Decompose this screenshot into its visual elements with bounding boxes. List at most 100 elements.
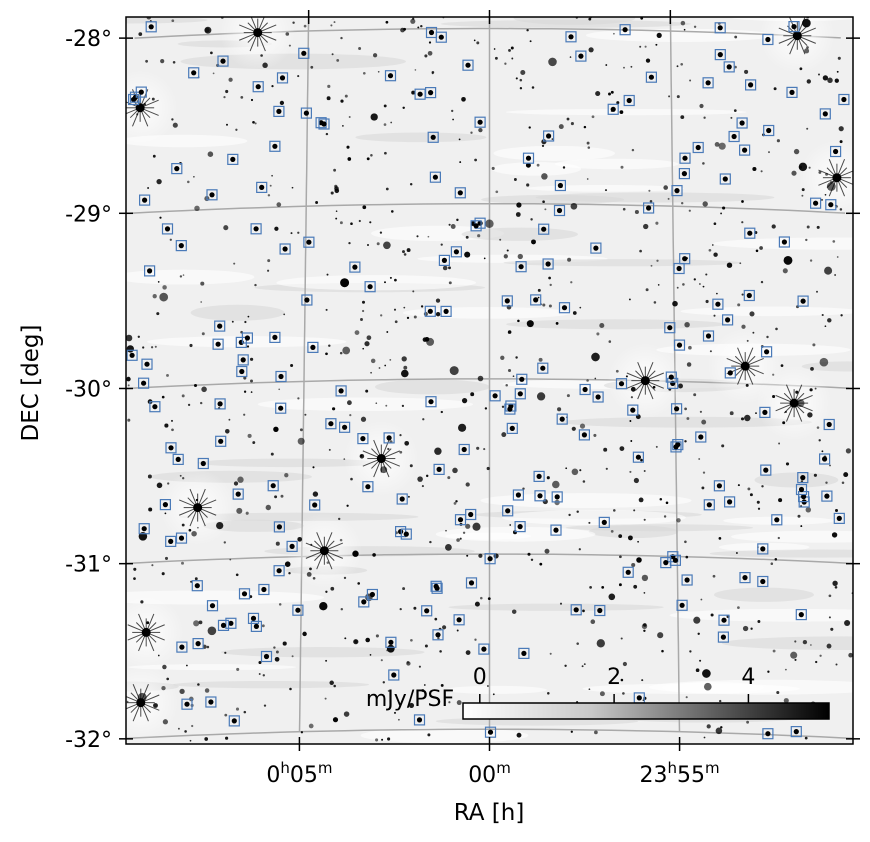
point-source bbox=[179, 275, 183, 278]
catalog-marker bbox=[786, 86, 798, 99]
ripple bbox=[535, 192, 775, 203]
point-source bbox=[339, 221, 343, 225]
catalog-marker bbox=[514, 388, 526, 400]
point-source bbox=[126, 376, 131, 382]
point-source bbox=[448, 266, 451, 270]
point-source bbox=[464, 251, 471, 258]
point-source bbox=[718, 142, 726, 150]
point-source bbox=[682, 283, 685, 286]
ripple bbox=[440, 19, 691, 28]
catalog-marker bbox=[421, 605, 433, 617]
point-source bbox=[445, 544, 452, 551]
point-source bbox=[837, 56, 841, 60]
point-source bbox=[783, 255, 793, 265]
point-source bbox=[546, 476, 550, 480]
point-source bbox=[254, 283, 257, 287]
point-source bbox=[579, 306, 582, 309]
point-source bbox=[389, 276, 392, 279]
point-source bbox=[250, 391, 253, 393]
ripple bbox=[180, 53, 406, 70]
point-source bbox=[240, 96, 244, 99]
point-source bbox=[278, 388, 281, 391]
point-source bbox=[541, 173, 548, 180]
point-source bbox=[473, 39, 476, 42]
point-source bbox=[710, 613, 714, 617]
catalog-marker bbox=[388, 669, 400, 681]
point-source bbox=[162, 664, 167, 670]
colorbar-tick-label: 2 bbox=[607, 665, 621, 690]
point-source bbox=[836, 70, 839, 73]
point-source bbox=[782, 268, 788, 274]
point-source bbox=[770, 562, 774, 565]
point-source bbox=[767, 670, 770, 673]
point-source bbox=[207, 626, 217, 636]
catalog-marker bbox=[425, 396, 437, 408]
point-source bbox=[507, 368, 512, 373]
point-source bbox=[409, 183, 413, 186]
catalog-marker bbox=[450, 246, 462, 258]
catalog-marker bbox=[723, 496, 736, 508]
dec-grid-line bbox=[130, 202, 846, 215]
point-source bbox=[291, 655, 294, 658]
point-source bbox=[452, 118, 454, 121]
catalog-marker bbox=[260, 650, 273, 663]
point-source bbox=[819, 654, 822, 657]
point-source bbox=[225, 736, 229, 740]
point-source bbox=[304, 413, 307, 416]
point-source bbox=[339, 351, 343, 355]
point-source bbox=[366, 157, 370, 161]
point-source bbox=[629, 420, 632, 422]
point-source bbox=[515, 212, 521, 217]
point-source bbox=[772, 373, 775, 376]
point-source bbox=[562, 166, 566, 169]
point-source bbox=[622, 207, 626, 211]
point-source bbox=[171, 118, 174, 121]
point-source bbox=[378, 367, 381, 369]
colorbar-tick-label: 4 bbox=[741, 665, 755, 690]
point-source bbox=[156, 178, 162, 185]
point-source bbox=[197, 683, 200, 686]
point-source bbox=[362, 205, 367, 210]
point-source bbox=[582, 480, 586, 483]
point-source bbox=[325, 590, 328, 593]
point-source bbox=[693, 25, 697, 28]
catalog-marker bbox=[269, 331, 281, 343]
point-source bbox=[235, 128, 238, 131]
catalog-marker bbox=[273, 521, 285, 533]
point-source bbox=[465, 235, 469, 239]
point-source bbox=[427, 733, 431, 737]
point-source bbox=[379, 231, 383, 234]
catalog-marker bbox=[512, 489, 525, 501]
point-source bbox=[778, 498, 783, 503]
bright-source bbox=[626, 361, 665, 400]
point-source bbox=[325, 659, 328, 662]
catalog-marker bbox=[702, 77, 714, 89]
point-source bbox=[231, 320, 234, 323]
catalog-marker bbox=[592, 391, 604, 403]
catalog-marker bbox=[578, 429, 591, 441]
point-source bbox=[297, 536, 303, 542]
catalog-marker bbox=[678, 168, 691, 180]
point-source bbox=[734, 35, 738, 39]
point-source bbox=[386, 331, 389, 333]
point-source bbox=[519, 87, 523, 90]
point-source bbox=[333, 168, 337, 172]
point-source bbox=[172, 61, 176, 64]
catalog-marker bbox=[484, 726, 497, 738]
point-source bbox=[181, 523, 185, 527]
catalog-marker bbox=[275, 402, 287, 414]
point-source bbox=[653, 301, 657, 304]
point-source bbox=[290, 363, 294, 368]
point-source bbox=[193, 175, 195, 178]
point-source bbox=[841, 481, 845, 484]
point-source bbox=[741, 200, 744, 203]
point-source bbox=[411, 90, 416, 95]
point-source bbox=[655, 43, 658, 46]
point-source bbox=[831, 532, 838, 538]
point-source bbox=[630, 65, 633, 68]
catalog-marker bbox=[273, 105, 285, 118]
point-source bbox=[326, 273, 329, 276]
point-source bbox=[594, 377, 597, 380]
point-source bbox=[206, 645, 210, 649]
point-source bbox=[616, 101, 620, 105]
